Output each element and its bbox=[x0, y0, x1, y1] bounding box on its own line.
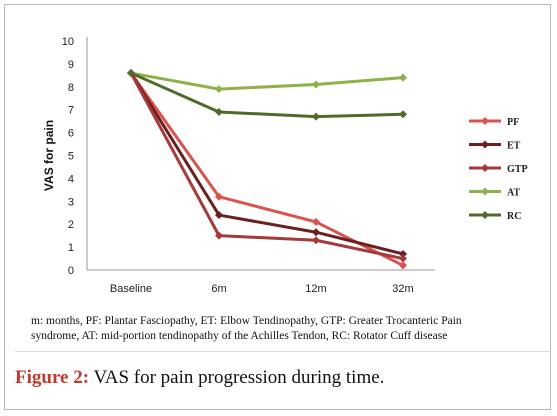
series-line-gtp bbox=[129, 72, 404, 261]
y-tick-label: 3 bbox=[68, 196, 74, 208]
x-tick-label: 32m bbox=[392, 283, 413, 295]
data-point-pf bbox=[312, 217, 320, 226]
legend-marker-pf bbox=[481, 117, 489, 125]
x-tick-label: 12m bbox=[305, 283, 326, 295]
series-line-et bbox=[129, 72, 404, 256]
legend-item-et: ET bbox=[469, 140, 521, 152]
series-line-at bbox=[130, 71, 404, 91]
data-point-pf bbox=[215, 192, 223, 201]
data-point-at bbox=[215, 85, 223, 94]
footnote-line-2: syndrome, AT: mid-portion tendinopathy o… bbox=[31, 330, 448, 342]
legend-marker-gtp bbox=[481, 164, 489, 172]
footnote-line-1: m: months, PF: Plantar Fasciopathy, ET: … bbox=[31, 315, 462, 327]
y-tick-label: 10 bbox=[62, 36, 74, 48]
legend-marker-rc bbox=[481, 211, 489, 219]
y-tick-label: 1 bbox=[68, 242, 74, 254]
legend-item-rc: RC bbox=[469, 211, 521, 222]
data-point-rc bbox=[312, 112, 320, 121]
series-gtp bbox=[127, 69, 407, 263]
data-point-et bbox=[399, 249, 407, 258]
y-tick-label: 6 bbox=[68, 128, 74, 140]
footnote: m: months, PF: Plantar Fasciopathy, ET: … bbox=[31, 314, 511, 344]
legend-item-at: AT bbox=[469, 187, 520, 199]
legend-marker-et bbox=[481, 140, 489, 149]
y-tick-label: 2 bbox=[68, 219, 74, 231]
x-tick-labels: Baseline 6m 12m 32m bbox=[110, 283, 414, 295]
legend-item-pf: PF bbox=[469, 117, 519, 128]
legend-label-pf: PF bbox=[507, 117, 519, 128]
y-tick-label: 8 bbox=[68, 82, 74, 94]
series-rc bbox=[127, 69, 407, 121]
caption-text: VAS for pain progression during time. bbox=[89, 367, 385, 388]
legend: PF ET GTP AT RC bbox=[469, 117, 528, 222]
data-point-et bbox=[215, 211, 223, 220]
divider bbox=[15, 351, 551, 352]
x-tick-label: Baseline bbox=[110, 283, 152, 295]
y-tick-labels: 0 1 2 3 4 5 6 7 8 9 10 bbox=[62, 36, 74, 277]
data-point-rc bbox=[127, 69, 135, 78]
caption-label: Figure 2: bbox=[15, 367, 90, 388]
data-point-et bbox=[312, 228, 320, 237]
data-point-gtp bbox=[399, 254, 407, 263]
data-point-pf bbox=[399, 261, 407, 270]
data-point-gtp bbox=[312, 236, 320, 245]
data-point-at bbox=[312, 80, 320, 89]
y-axis-label: VAS for pain bbox=[42, 120, 56, 191]
y-tick-label: 4 bbox=[68, 173, 74, 185]
y-tick-label: 7 bbox=[68, 105, 74, 117]
series-layer bbox=[127, 69, 407, 270]
data-point-rc bbox=[399, 110, 407, 119]
legend-label-et: ET bbox=[507, 141, 521, 152]
y-tick-label: 9 bbox=[68, 59, 74, 71]
series-line-rc bbox=[130, 71, 404, 119]
chart-axes bbox=[86, 37, 435, 271]
figure-caption: Figure 2: VAS for pain progression durin… bbox=[15, 367, 545, 389]
line-chart: 0 1 2 3 4 5 6 7 8 9 10 Baseline 6m 12m 32m VAS for pa… bbox=[42, 36, 528, 295]
data-point-rc bbox=[215, 107, 223, 116]
series-et bbox=[127, 69, 407, 258]
legend-marker-at bbox=[481, 187, 489, 196]
figure-frame: 0 1 2 3 4 5 6 7 8 9 10 Baseline 6m 12m 32m VAS for pa… bbox=[4, 4, 551, 410]
data-point-at bbox=[399, 73, 407, 82]
y-tick-label: 0 bbox=[68, 265, 74, 277]
legend-label-gtp: GTP bbox=[507, 164, 528, 175]
legend-label-at: AT bbox=[507, 188, 520, 199]
x-tick-label: 6m bbox=[211, 283, 226, 295]
legend-label-rc: RC bbox=[507, 211, 521, 222]
y-tick-label: 5 bbox=[68, 151, 74, 163]
data-point-gtp bbox=[215, 231, 223, 240]
legend-item-gtp: GTP bbox=[469, 164, 528, 175]
